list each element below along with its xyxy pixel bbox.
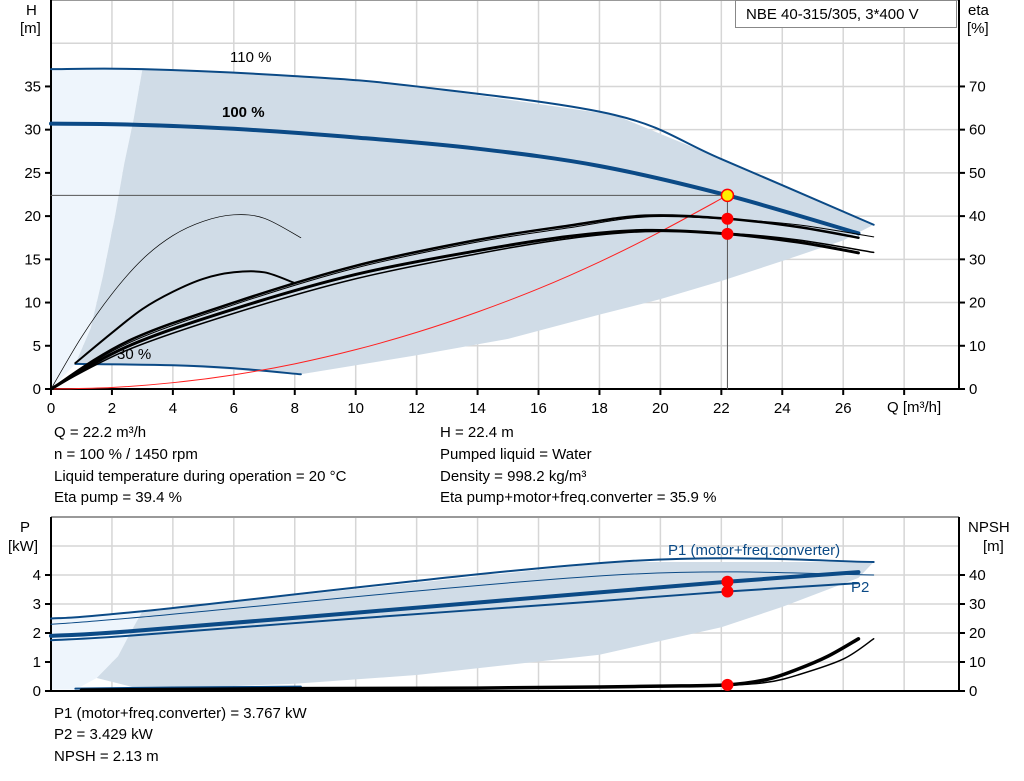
info-speed: n = 100 % / 1450 rpm [54, 446, 198, 463]
y-tick-label-left: 3 [33, 596, 41, 613]
info-density: Density = 998.2 kg/m³ [440, 468, 587, 485]
x-tick-label: 22 [713, 400, 730, 417]
x-tick-label: 18 [591, 400, 608, 417]
info-eta-pump: Eta pump = 39.4 % [54, 489, 182, 506]
series-curve [50, 194, 728, 390]
series-curve [50, 230, 875, 390]
info-liquid: Pumped liquid = Water [440, 446, 592, 463]
y-tick-label-left: 35 [24, 78, 41, 95]
npsh-axis-title: NPSH [968, 519, 1010, 536]
eta-axis-title: eta [968, 2, 989, 19]
series-label-p1: P1 (motor+freq.converter) [668, 542, 841, 559]
y-tick-label-right: 0 [969, 683, 977, 700]
y-tick-label-left: 2 [33, 625, 41, 642]
x-tick-label: 20 [652, 400, 669, 417]
y-tick-label-left: 4 [33, 567, 41, 584]
info-temperature: Liquid temperature during operation = 20… [54, 468, 347, 485]
q-axis-title: Q [m³/h] [887, 399, 942, 416]
series-curve [49, 228, 860, 391]
y-tick-label-right: 10 [969, 654, 986, 671]
series-curve [50, 571, 875, 625]
y-tick-label-left: 5 [33, 338, 41, 355]
info-head: H = 22.4 m [440, 424, 514, 441]
operating-range [96, 561, 874, 690]
duty-point [720, 188, 735, 203]
y-tick-label-left: 20 [24, 208, 41, 225]
h-axis-title: H [26, 2, 37, 19]
y-tick-label-left: 1 [33, 654, 41, 671]
x-tick-label: 6 [230, 400, 238, 417]
info-npsh: NPSH = 2.13 m [54, 748, 159, 765]
series-curve [50, 214, 302, 390]
eta-axis-unit: [%] [967, 20, 989, 37]
x-tick-label: 24 [774, 400, 791, 417]
series-curve [49, 121, 861, 236]
y-tick-label-right: 30 [969, 251, 986, 268]
pump-model-label: NBE 40-315/305, 3*400 V [746, 6, 919, 23]
curve-label-30: 30 % [117, 346, 152, 363]
y-tick-label-right: 50 [969, 165, 986, 182]
y-tick-label-left: 30 [24, 122, 41, 139]
y-tick-label-left: 0 [33, 381, 41, 398]
y-tick-label-right: 20 [969, 295, 986, 312]
pump-model-box: NBE 40-315/305, 3*400 V [735, 0, 957, 28]
x-tick-label: 2 [108, 400, 116, 417]
info-flow: Q = 22.2 m³/h [54, 424, 147, 441]
y-tick-label-right: 70 [969, 78, 986, 95]
y-tick-label-right: 0 [969, 381, 977, 398]
x-tick-label: 16 [530, 400, 547, 417]
x-tick-label: 14 [469, 400, 486, 417]
operating-range [75, 69, 874, 375]
curve-label-110: 110 % [230, 49, 272, 66]
h-axis-unit: [m] [20, 20, 41, 37]
y-tick-label-left: 25 [24, 165, 41, 182]
info-p2: P2 = 3.429 kW [54, 726, 153, 743]
x-tick-label: 8 [291, 400, 299, 417]
x-tick-label: 0 [47, 400, 55, 417]
y-tick-label-right: 30 [969, 596, 986, 613]
info-p1: P1 (motor+freq.converter) = 3.767 kW [54, 705, 307, 722]
p-axis-title: P [20, 519, 31, 536]
duty-point [721, 227, 734, 240]
npsh-axis-unit: [m] [983, 538, 1004, 555]
series-curve [50, 67, 875, 226]
series-label-p2: P2 [851, 579, 870, 596]
info-eta-total: Eta pump+motor+freq.converter = 35.9 % [440, 489, 717, 506]
duty-point [721, 575, 734, 588]
y-tick-label-left: 10 [24, 295, 41, 312]
x-tick-label: 10 [347, 400, 364, 417]
duty-point [721, 212, 734, 225]
y-tick-label-left: 0 [33, 683, 41, 700]
y-tick-label-right: 10 [969, 338, 986, 355]
series-curve [50, 557, 875, 620]
x-tick-label: 26 [835, 400, 852, 417]
curve-label-100: 100 % [222, 104, 265, 121]
x-tick-label: 12 [408, 400, 425, 417]
x-tick-label: 4 [169, 400, 177, 417]
y-tick-label-right: 40 [969, 208, 986, 225]
series-curve [50, 216, 875, 390]
duty-point [721, 678, 734, 691]
y-tick-label-right: 60 [969, 122, 986, 139]
y-tick-label-left: 15 [24, 251, 41, 268]
p-axis-unit: [kW] [8, 538, 38, 555]
series-curve [74, 362, 302, 376]
y-tick-label-right: 40 [969, 567, 986, 584]
series-curve [74, 270, 296, 365]
y-tick-label-right: 20 [969, 625, 986, 642]
series-curve [80, 638, 875, 692]
operating-range-light [51, 69, 143, 390]
duty-point [721, 585, 734, 598]
